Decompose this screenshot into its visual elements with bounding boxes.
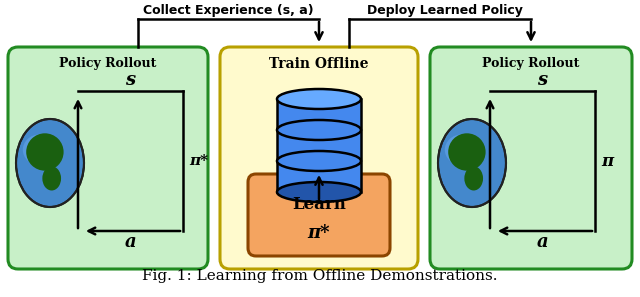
FancyBboxPatch shape: [220, 47, 418, 269]
Ellipse shape: [277, 151, 361, 171]
Text: a: a: [537, 233, 548, 251]
FancyBboxPatch shape: [277, 99, 361, 192]
Ellipse shape: [26, 133, 63, 171]
Ellipse shape: [277, 89, 361, 109]
Text: Fig. 1: Learning from Offline Demonstrations.: Fig. 1: Learning from Offline Demonstrat…: [142, 269, 498, 283]
Text: Collect Experience (s, a): Collect Experience (s, a): [143, 4, 314, 17]
Text: π: π: [601, 152, 613, 170]
Text: Deploy Learned Policy: Deploy Learned Policy: [367, 4, 523, 17]
Text: Learn: Learn: [292, 196, 346, 213]
FancyBboxPatch shape: [430, 47, 632, 269]
Ellipse shape: [16, 119, 84, 207]
FancyBboxPatch shape: [248, 174, 390, 256]
Ellipse shape: [23, 135, 57, 165]
Ellipse shape: [438, 119, 506, 207]
Ellipse shape: [445, 135, 479, 165]
Ellipse shape: [448, 133, 486, 171]
Ellipse shape: [277, 182, 361, 202]
Text: π*: π*: [189, 154, 208, 168]
Text: π*: π*: [308, 224, 330, 242]
Text: a: a: [125, 233, 136, 251]
Text: Policy Rollout: Policy Rollout: [483, 57, 580, 70]
FancyBboxPatch shape: [8, 47, 208, 269]
Text: Train Offline: Train Offline: [269, 57, 369, 71]
Text: s: s: [125, 71, 136, 89]
Ellipse shape: [42, 166, 61, 190]
Ellipse shape: [465, 166, 483, 190]
Text: s: s: [538, 71, 548, 89]
Ellipse shape: [277, 120, 361, 140]
Text: Policy Rollout: Policy Rollout: [60, 57, 157, 70]
